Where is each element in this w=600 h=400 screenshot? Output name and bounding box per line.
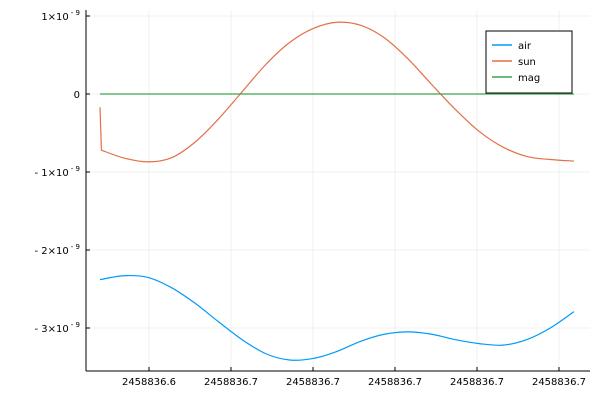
y-tick-label: 0 — [74, 90, 80, 101]
y-tick-mantissa: 0 — [74, 90, 80, 101]
legend-label: sun — [518, 57, 536, 68]
y-tick-exponent: - 9 — [71, 165, 80, 173]
series-line-air — [99, 274, 575, 361]
y-tick-mantissa: - 2×10 — [35, 246, 69, 257]
axes — [85, 10, 590, 372]
y-tick-label: - 2×10- 9 — [35, 243, 80, 257]
legend-label: air — [518, 41, 532, 52]
x-tick-label: 2458836.7 — [450, 377, 504, 388]
legend-label: mag — [518, 73, 540, 84]
x-ticks: 2458836.6 2458836.7 2458836.7 2458836.7 2458… — [122, 367, 586, 388]
y-ticks: 1×10- 90- 1×10- 9- 2×10- 9- 3×10- 9 — [35, 9, 90, 335]
x-tick-label: 2458836.6 — [122, 377, 176, 388]
y-tick-exponent: - 9 — [71, 243, 80, 251]
legend-item-mag: mag — [492, 73, 540, 84]
y-tick-label: - 1×10- 9 — [35, 165, 80, 179]
y-tick-exponent: - 9 — [71, 321, 80, 329]
x-tick-label: 2458836.7 — [532, 377, 586, 388]
series-line-sun — [99, 21, 575, 163]
x-tick-label: 2458836.7 — [204, 377, 258, 388]
y-tick-exponent: - 9 — [71, 9, 80, 17]
legend-box — [485, 30, 573, 94]
y-tick-label: 1×10- 9 — [41, 9, 80, 23]
x-tick-label: 2458836.7 — [368, 377, 422, 388]
legend-item-sun: sun — [492, 57, 536, 68]
y-tick-mantissa: - 3×10 — [35, 324, 69, 335]
y-tick-mantissa: 1×10 — [41, 12, 68, 23]
x-tick-label: 2458836.7 — [286, 377, 340, 388]
y-tick-mantissa: - 1×10 — [35, 168, 69, 179]
y-tick-label: - 3×10- 9 — [35, 321, 80, 335]
series-lines — [99, 21, 575, 361]
legend: air sun mag — [485, 30, 573, 94]
legend-item-air: air — [492, 41, 532, 52]
